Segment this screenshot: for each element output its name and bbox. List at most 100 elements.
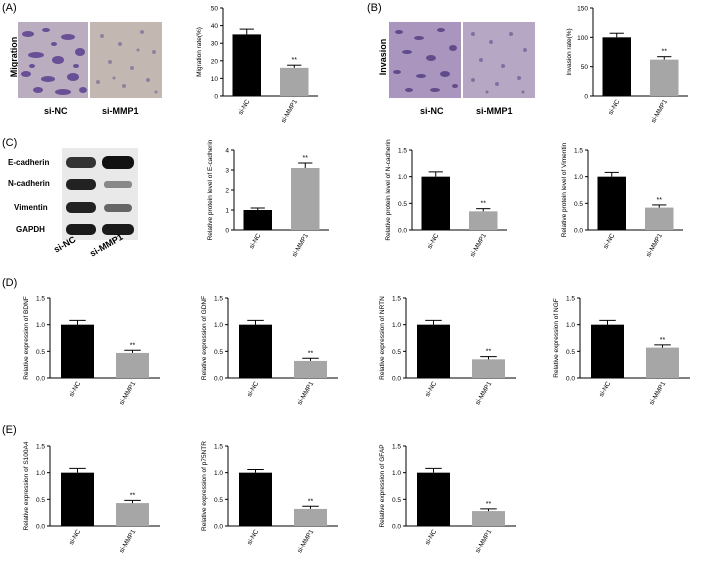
migration-image-si-mmp1-texture (90, 22, 162, 98)
vim-y-label: Relative protein level of Vimentin (561, 142, 568, 237)
band-vim-nc (66, 202, 96, 213)
gdnf-category-label: si-NC (246, 380, 260, 398)
gdnf-y-tick-label: 1.5 (214, 296, 223, 303)
invasion-y-tick-label: 50 (581, 64, 589, 71)
migration-image-si-nc-texture (18, 22, 88, 98)
s100a4-bar-si-mmp1 (116, 503, 149, 526)
chart-ngf: 0.0 0.5 1.0 1.5 Relative expression of NGF si… (553, 296, 690, 406)
chart-vim: 0.0 0.5 1.0 1.5 Relative protein level of Vi… (561, 142, 683, 258)
ncad-y-label: Relative protein level of N-cadherin (385, 139, 392, 241)
ncad-y-tick-label: 1.5 (398, 148, 407, 155)
vim-category-label: si-MMP1 (645, 232, 664, 258)
nrtn-category-label: si-MMP1 (474, 380, 493, 406)
p75ntr-significance: ** (308, 498, 314, 505)
ecad-y-tick-label: 3 (225, 168, 229, 175)
gdnf-y-label: Relative expression of GDNF (201, 296, 208, 380)
band-ncad-nc (66, 179, 96, 190)
p75ntr-y-label: Relative expression of p75NTR (201, 441, 208, 531)
ecad-y-tick-label: 4 (225, 148, 229, 155)
chart-ecad: 0 1 2 3 4 Relative protein level of E-cadheri… (207, 139, 329, 258)
ncad-y-tick-label: 0.5 (398, 201, 407, 208)
ecad-y-tick-label: 2 (225, 188, 229, 195)
ncad-significance: ** (481, 201, 487, 208)
s100a4-y-tick-label: 0.0 (36, 524, 45, 531)
invasion-significance: ** (662, 49, 668, 56)
ecad-y-tick-label: 1 (225, 208, 229, 215)
migration-label-si-mmp1: si-MMP1 (102, 106, 139, 116)
p75ntr-y-tick-label: 1.5 (214, 444, 223, 451)
migration-category-label: si-NC (237, 98, 251, 116)
invasion-bar-si-nc (602, 37, 631, 96)
migration-y-tick-label: 0 (214, 94, 218, 101)
ecad-category-label: si-NC (248, 232, 262, 250)
invasion-row-label: Invasion (378, 38, 388, 76)
wb-label-gapdh: GAPDH (16, 225, 45, 234)
gfap-y-label: Relative expression of GFAP (379, 444, 386, 527)
ecad-significance: ** (303, 155, 309, 162)
band-vim-mmp1 (104, 204, 132, 212)
ncad-y-tick-label: 0.0 (398, 228, 407, 235)
chart-ncad: 0.0 0.5 1.0 1.5 Relative protein level of N-… (385, 139, 507, 258)
p75ntr-bar-si-mmp1 (294, 508, 327, 526)
bdnf-category-label: si-NC (68, 380, 82, 398)
s100a4-y-tick-label: 1.5 (36, 444, 45, 451)
ncad-category-label: si-NC (426, 232, 440, 250)
chart-gfap: 0.0 0.5 1.0 1.5 Relative expression of GFAP s… (379, 444, 516, 554)
p75ntr-category-label: si-NC (246, 528, 260, 546)
migration-label-si-nc: si-NC (44, 106, 68, 116)
p75ntr-category-label: si-MMP1 (296, 528, 315, 554)
bdnf-y-label: Relative expression of BDNF (23, 296, 30, 379)
invasion-label-si-nc: si-NC (420, 106, 444, 116)
s100a4-bar-si-nc (61, 472, 94, 526)
ncad-y-tick-label: 1.0 (398, 174, 407, 181)
invasion-image-si-nc-texture (389, 22, 461, 98)
ecad-category-label: si-MMP1 (291, 232, 310, 258)
ncad-bar-si-mmp1 (469, 211, 498, 230)
ngf-bar-si-mmp1 (646, 347, 679, 378)
vim-category-label: si-NC (602, 232, 616, 250)
s100a4-category-label: si-NC (68, 528, 82, 546)
migration-y-tick-label: 10 (211, 76, 219, 83)
nrtn-y-tick-label: 0.0 (392, 376, 401, 383)
panel-label-d: (D) (2, 277, 18, 289)
chart-bdnf: 0.0 0.5 1.0 1.5 Relative expression of BDNF s… (23, 296, 160, 406)
ecad-bar-si-mmp1 (291, 168, 320, 230)
invasion-y-tick-label: 150 (577, 6, 588, 13)
vim-y-tick-label: 1.5 (574, 148, 583, 155)
ngf-significance: ** (660, 337, 666, 344)
vim-bar-si-mmp1 (645, 207, 674, 230)
vim-bar-si-nc (597, 176, 626, 230)
ncad-bar-si-nc (421, 176, 450, 230)
chart-invasion: 0 50 100 150 Invasion rate(%) si-NC ** si-MMP1 (566, 6, 688, 124)
gfap-significance: ** (486, 501, 492, 508)
nrtn-y-tick-label: 1.0 (392, 322, 401, 329)
ncad-category-label: si-MMP1 (469, 232, 488, 258)
vim-y-tick-label: 0.5 (574, 201, 583, 208)
ecad-bar-si-nc (243, 210, 272, 230)
gdnf-bar-si-mmp1 (294, 360, 327, 378)
nrtn-bar-si-mmp1 (472, 359, 505, 378)
gdnf-bar-si-nc (239, 324, 272, 378)
migration-y-tick-label: 30 (211, 41, 219, 48)
ngf-category-label: si-MMP1 (648, 380, 667, 406)
gdnf-y-tick-label: 1.0 (214, 322, 223, 329)
ngf-y-tick-label: 1.0 (566, 322, 575, 329)
ecad-y-label: Relative protein level of E-cadherin (207, 139, 214, 240)
gfap-y-tick-label: 0.5 (392, 497, 401, 504)
panel-label-c: (C) (2, 137, 18, 149)
nrtn-y-tick-label: 0.5 (392, 349, 401, 356)
invasion-image-si-mmp1 (463, 22, 535, 98)
chart-gdnf: 0.0 0.5 1.0 1.5 Relative expression of GDNF s… (201, 296, 338, 406)
invasion-y-tick-label: 0 (584, 94, 588, 101)
migration-y-label: Migration rate(%) (196, 27, 203, 77)
gdnf-y-tick-label: 0.5 (214, 349, 223, 356)
p75ntr-y-tick-label: 0.0 (214, 524, 223, 531)
nrtn-category-label: si-NC (424, 380, 438, 398)
ecad-y-tick-label: 0 (225, 228, 229, 235)
band-ecad-nc (66, 157, 96, 168)
gfap-category-label: si-NC (424, 528, 438, 546)
bdnf-y-tick-label: 1.0 (36, 322, 45, 329)
chart-p75ntr: 0.0 0.5 1.0 1.5 Relative expression of p75NT… (201, 441, 338, 554)
s100a4-significance: ** (130, 492, 136, 499)
chart-s100a4: 0.0 0.5 1.0 1.5 Relative expression of S100A… (23, 441, 160, 554)
